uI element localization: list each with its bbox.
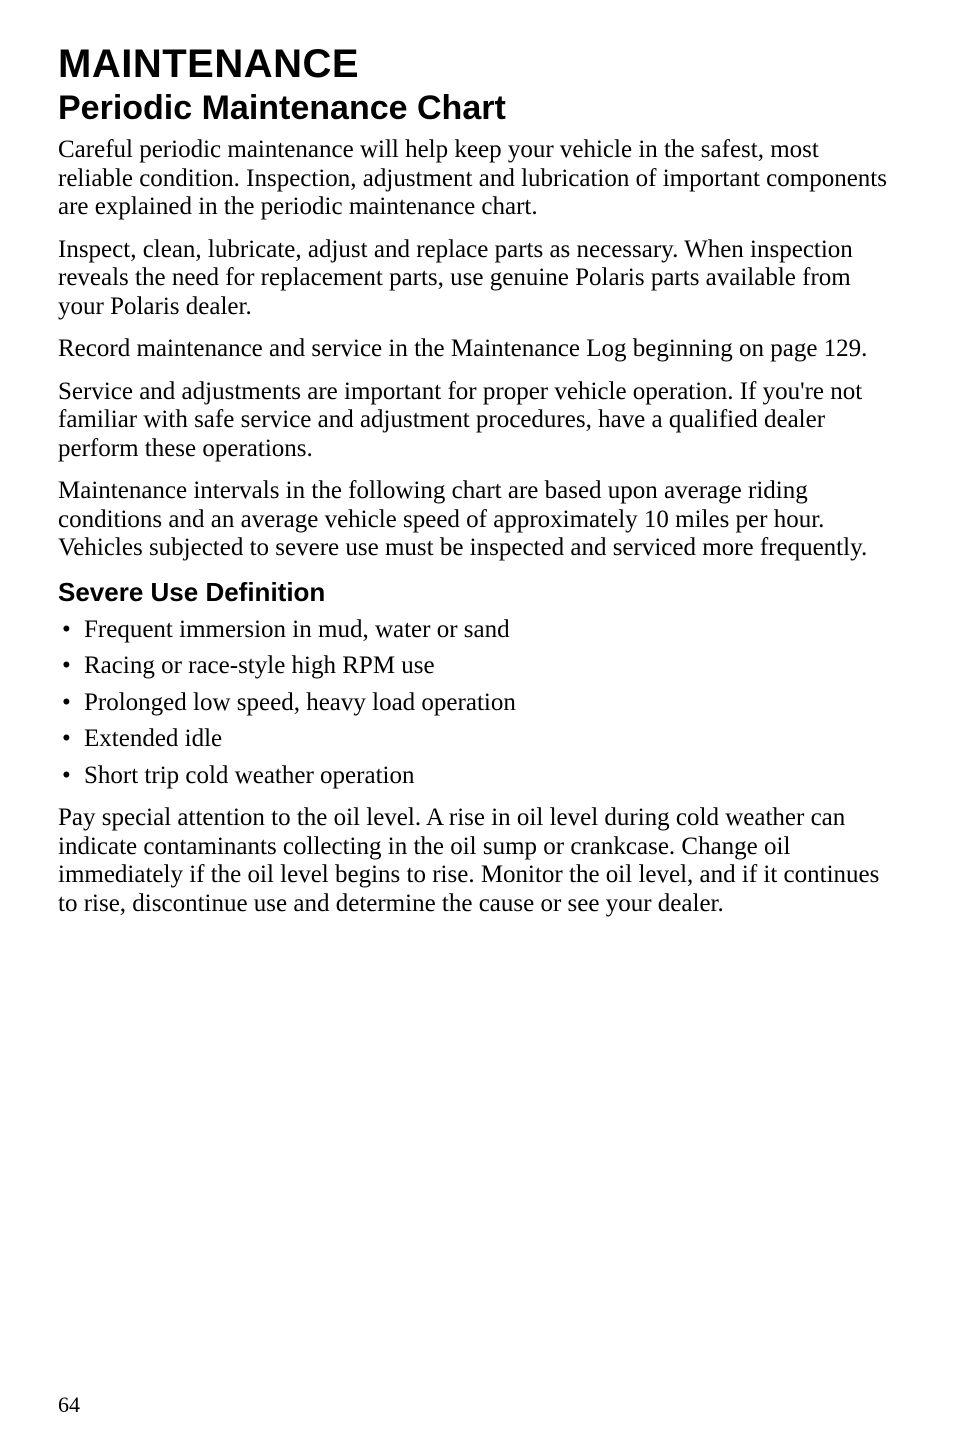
- list-item: Short trip cold weather operation: [58, 762, 896, 791]
- severe-use-heading: Severe Use Definition: [58, 577, 896, 608]
- list-item: Frequent immersion in mud, water or sand: [58, 616, 896, 645]
- list-item: Prolonged low speed, heavy load operatio…: [58, 689, 896, 718]
- body-paragraph: Careful periodic maintenance will help k…: [58, 136, 896, 222]
- severe-use-list: Frequent immersion in mud, water or sand…: [58, 616, 896, 791]
- page-number: 64: [58, 1392, 80, 1418]
- section-title: MAINTENANCE: [58, 42, 896, 87]
- closing-paragraph: Pay special attention to the oil level. …: [58, 804, 896, 918]
- body-paragraph: Inspect, clean, lubricate, adjust and re…: [58, 236, 896, 322]
- list-item: Racing or race-style high RPM use: [58, 652, 896, 681]
- body-paragraph: Record maintenance and service in the Ma…: [58, 335, 896, 364]
- body-paragraph: Maintenance intervals in the following c…: [58, 477, 896, 563]
- list-item: Extended idle: [58, 725, 896, 754]
- body-paragraph: Service and adjustments are important fo…: [58, 378, 896, 464]
- subsection-title: Periodic Maintenance Chart: [58, 89, 896, 128]
